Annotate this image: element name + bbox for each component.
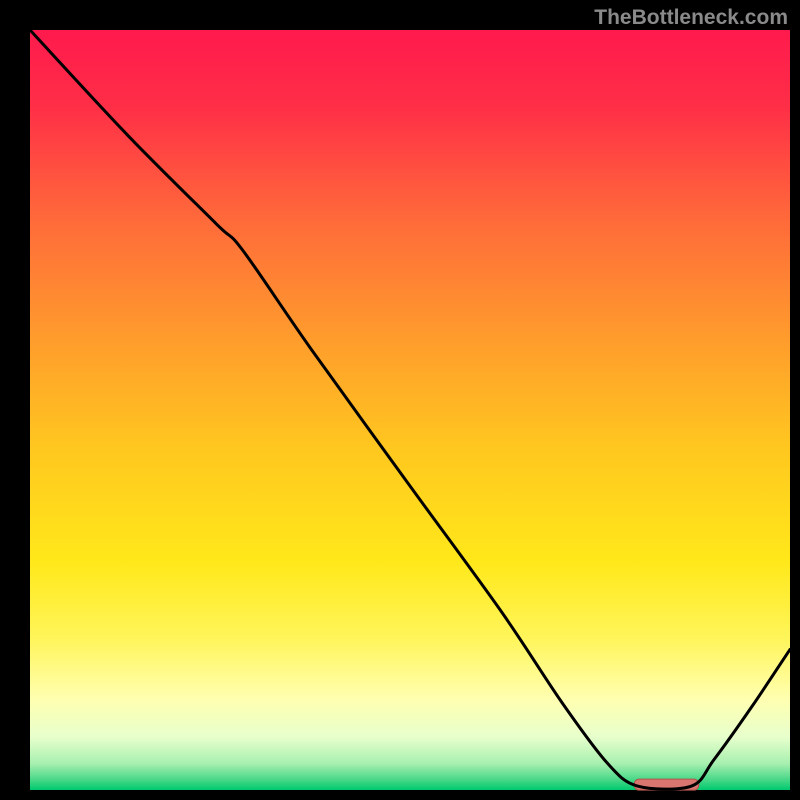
watermark-text: TheBottleneck.com bbox=[594, 6, 788, 30]
gradient-background bbox=[30, 30, 790, 790]
chart-svg bbox=[0, 0, 800, 800]
bottleneck-chart: TheBottleneck.com bbox=[0, 0, 800, 800]
